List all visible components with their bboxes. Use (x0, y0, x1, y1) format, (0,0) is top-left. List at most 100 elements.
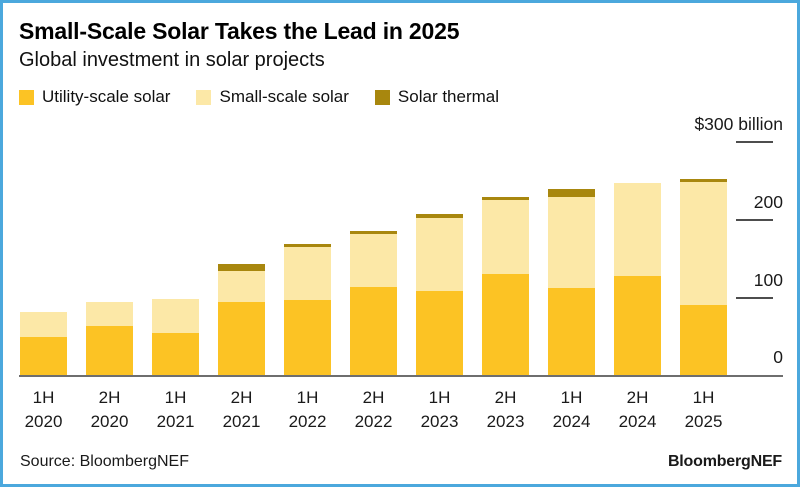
chart-subtitle: Global investment in solar projects (19, 49, 325, 72)
brand-logo: BloombergNEF (667, 453, 782, 470)
x-label-2h-2021: 2H 2021 (218, 386, 265, 434)
y-tick-label-300: $300 billion (694, 114, 783, 135)
x-label-2h-2024: 2H 2024 (614, 386, 661, 434)
bar-segment-small-scale-solar (416, 217, 463, 292)
bar-segment-utility-scale-solar (86, 326, 133, 376)
legend-swatch-icon (374, 89, 390, 105)
x-label-1h-2024: 1H 2024 (548, 386, 595, 434)
page-title: Small-Scale Solar Takes the Lead in 2025 (19, 18, 460, 44)
x-label-year: 2021 (156, 412, 195, 432)
bar-segment-utility-scale-solar (350, 286, 397, 376)
bar-segment-small-scale-solar (284, 247, 331, 300)
legend-label: Solar thermal (397, 87, 500, 107)
y-tick-200 (736, 218, 773, 221)
bar-segment-small-scale-solar (482, 199, 529, 274)
x-axis-labels: 1H 2020 2H 2020 1H 2021 2H 2021 1H 2022 2H 2022 1H 20… (20, 386, 783, 434)
bar-segment-small-scale-solar (218, 270, 265, 303)
x-label-2h-2020: 2H 2020 (86, 386, 133, 434)
bar-segment-solar-thermal (416, 213, 463, 218)
x-label-half: 2H (494, 388, 517, 408)
x-label-2h-2022: 2H 2022 (350, 386, 397, 434)
bar-segment-utility-scale-solar (614, 275, 661, 376)
y-tick-100 (736, 296, 773, 299)
y-tick-label-0: 0 (773, 347, 783, 368)
bar-segment-solar-thermal (284, 244, 331, 248)
bar-1h-2023 (416, 213, 463, 376)
bar-segment-utility-scale-solar (218, 302, 265, 376)
x-label-1h-2021: 1H 2021 (152, 386, 199, 434)
y-tick-label-100: 100 (753, 269, 783, 290)
x-label-half: 2H (626, 388, 649, 408)
bar-segment-small-scale-solar (548, 197, 595, 288)
x-label-year: 2025 (684, 412, 723, 432)
bar-segment-utility-scale-solar (548, 287, 595, 376)
legend: Utility-scale solar Small-scale solar Sola… (19, 87, 783, 107)
bar-1h-2022 (284, 244, 331, 376)
x-label-1h-2020: 1H 2020 (20, 386, 67, 434)
bar-segment-utility-scale-solar (284, 300, 331, 376)
bar-1h-2020 (20, 312, 67, 376)
bar-segment-solar-thermal (482, 196, 529, 200)
x-label-half: 2H (362, 388, 385, 408)
bar-segment-small-scale-solar (20, 312, 67, 337)
x-label-year: 2020 (24, 412, 63, 432)
legend-item-0: Utility-scale solar (19, 87, 170, 107)
bar-segment-small-scale-solar (86, 301, 133, 327)
legend-label: Utility-scale solar (42, 87, 171, 107)
bar-segment-solar-thermal (350, 230, 397, 234)
bar-chart: $300 billion 200 100 0 1H 2020 2H 2020 1H 2021 2H… (19, 114, 783, 434)
bar-2h-2022 (350, 230, 397, 376)
bar-1h-2024 (548, 188, 595, 376)
x-label-1h-2022: 1H 2022 (284, 386, 331, 434)
y-tick-label-200: 200 (753, 191, 783, 212)
legend-item-2: Solar thermal (374, 87, 500, 107)
bar-1h-2025 (680, 178, 727, 376)
bar-2h-2024 (614, 182, 661, 376)
bar-segment-small-scale-solar (680, 181, 727, 305)
x-label-half: 2H (230, 388, 253, 408)
y-tick-300 (736, 141, 773, 144)
x-label-half: 2H (98, 388, 121, 408)
legend-swatch-icon (196, 89, 212, 105)
legend-item-1: Small-scale solar (196, 87, 349, 107)
source-note: Source: BloombergNEF (20, 453, 189, 470)
bar-segment-small-scale-solar (614, 182, 661, 276)
x-label-year: 2024 (552, 412, 591, 432)
bar-segment-utility-scale-solar (482, 273, 529, 376)
bar-segment-utility-scale-solar (20, 336, 67, 376)
x-label-year: 2024 (618, 412, 657, 432)
bar-2h-2020 (86, 301, 133, 376)
x-label-half: 1H (296, 388, 319, 408)
bars-container (20, 178, 727, 376)
bar-segment-utility-scale-solar (152, 332, 199, 376)
x-label-year: 2022 (354, 412, 393, 432)
bar-segment-small-scale-solar (152, 299, 199, 333)
bar-segment-solar-thermal (548, 188, 595, 198)
x-label-half: 1H (692, 388, 715, 408)
bar-segment-solar-thermal (680, 178, 727, 182)
x-label-half: 1H (164, 388, 187, 408)
bar-segment-small-scale-solar (350, 234, 397, 287)
bar-2h-2023 (482, 196, 529, 376)
x-label-2h-2023: 2H 2023 (482, 386, 529, 434)
legend-swatch-icon (19, 89, 34, 105)
x-label-half: 1H (560, 388, 583, 408)
x-label-half: 1H (32, 388, 55, 408)
bar-1h-2021 (152, 299, 199, 376)
bar-2h-2021 (218, 263, 265, 376)
x-label-1h-2023: 1H 2023 (416, 386, 463, 434)
x-label-year: 2023 (420, 412, 459, 432)
x-label-half: 1H (428, 388, 451, 408)
x-label-year: 2022 (288, 412, 327, 432)
plot-area: $300 billion 200 100 0 (19, 114, 783, 378)
x-label-year: 2020 (90, 412, 129, 432)
x-label-year: 2021 (222, 412, 261, 432)
x-label-1h-2025: 1H 2025 (680, 386, 727, 434)
bar-segment-utility-scale-solar (416, 291, 463, 376)
bar-segment-solar-thermal (218, 263, 265, 271)
x-label-year: 2023 (486, 412, 525, 432)
legend-label: Small-scale solar (219, 87, 349, 107)
footer: Source: BloombergNEF BloombergNEF (20, 453, 782, 471)
bar-segment-utility-scale-solar (680, 304, 727, 376)
